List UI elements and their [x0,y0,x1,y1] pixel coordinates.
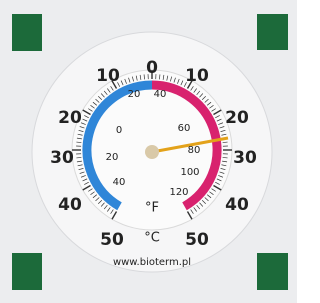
celsius-label: 40 [58,195,82,215]
celsius-label: 30 [233,148,257,168]
corner-square [12,14,42,51]
corner-square [257,14,288,50]
celsius-label: 0 [146,58,158,78]
corner-square [12,253,42,290]
url: www.bioterm.pl [113,257,191,268]
fahrenheit-label: 80 [188,145,201,156]
fahrenheit-label: 120 [169,187,188,198]
celsius-label: 40 [225,195,249,215]
celsius-label: 50 [100,230,124,250]
thermometer-photo: 0 10 20 30 40 50 10 20 30 40 50 20 0 20 … [0,0,297,303]
unit-label: °F [145,201,159,216]
celsius-label: 10 [185,66,209,86]
pivot [145,145,159,159]
fahrenheit-label: 40 [113,177,126,188]
fahrenheit-label: 20 [128,89,141,100]
fahrenheit-label: 0 [116,125,122,136]
celsius-label: 50 [185,230,209,250]
celsius-label: 20 [58,108,82,128]
fahrenheit-label: 100 [180,167,199,178]
celsius-label: 30 [50,148,74,168]
unit-label: °C [144,231,160,246]
celsius-label: 10 [96,66,120,86]
celsius-label: 20 [225,108,249,128]
corner-square [257,253,288,290]
fahrenheit-label: 20 [106,152,119,163]
fahrenheit-label: 60 [178,123,191,134]
fahrenheit-label: 40 [154,89,167,100]
